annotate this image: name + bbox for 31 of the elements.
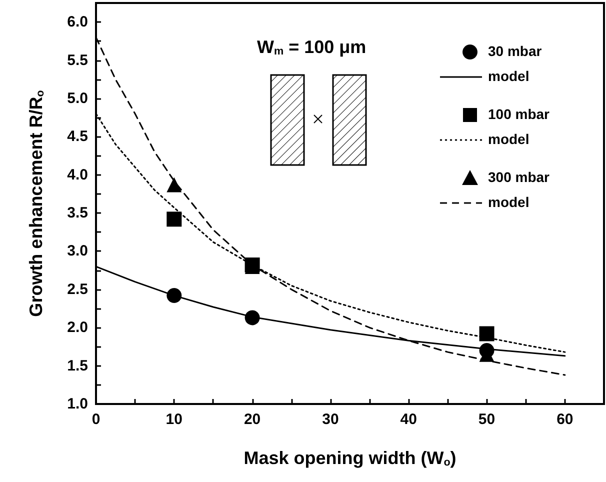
x-tick-label: 50 <box>478 411 496 428</box>
y-tick-label: 3.0 <box>67 242 88 260</box>
line-series <box>95 36 566 376</box>
point <box>166 177 182 192</box>
legend-label: 100 mbar <box>488 106 550 122</box>
y-tick-label: 2.5 <box>67 280 88 298</box>
legend-label: model <box>488 194 530 210</box>
legend-label: 300 mbar <box>488 169 550 185</box>
legend-label: model <box>488 131 530 147</box>
y-tick-label: 3.5 <box>67 204 88 222</box>
y-tick-label: 1.0 <box>67 396 88 412</box>
y-tick-label: 5.5 <box>67 52 88 69</box>
y-tick-label: 2.0 <box>67 319 88 336</box>
y-tick-label: 5.0 <box>67 90 88 107</box>
x-tick-label: 60 <box>556 411 574 428</box>
y-tick-label: 6.0 <box>67 14 88 31</box>
x-tick-label: 20 <box>244 411 261 428</box>
point <box>244 310 260 326</box>
point <box>166 212 182 227</box>
point <box>166 288 182 304</box>
point <box>479 326 494 342</box>
legend-label: model <box>488 68 530 84</box>
x-tick-label: 0 <box>92 411 100 428</box>
x-tick-label: 30 <box>322 411 339 428</box>
x-tick-label: 10 <box>166 411 182 428</box>
legend-label: 30 mbar <box>488 43 542 59</box>
y-axis-title: Growth enhancement R/Ro <box>26 90 46 317</box>
y-tick-label: 4.5 <box>67 128 88 146</box>
x-tick-label: 40 <box>400 411 417 428</box>
y-tick-label: 1.5 <box>67 357 88 374</box>
y-tick-label: 4.0 <box>67 166 88 184</box>
